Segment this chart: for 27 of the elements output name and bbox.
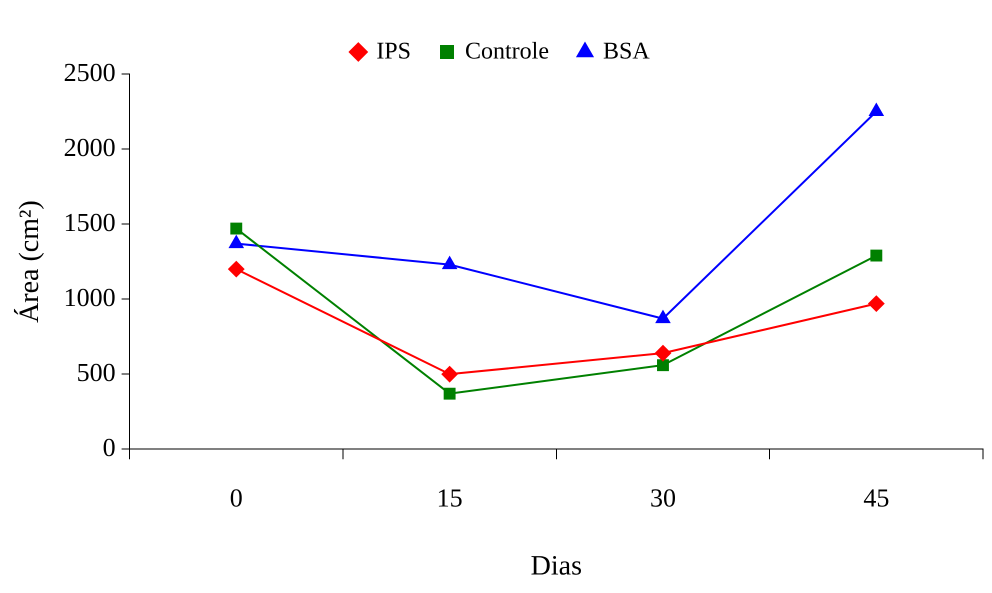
y-axis-title: Área (cm²) xyxy=(13,200,46,323)
point xyxy=(868,296,884,312)
point xyxy=(657,359,669,372)
point xyxy=(656,310,670,324)
y-tick-label: 500 xyxy=(76,358,116,387)
y-tick-label: 1000 xyxy=(64,282,116,312)
y-tick-label: 0 xyxy=(102,433,116,462)
x-tick-label: 45 xyxy=(863,484,890,513)
point xyxy=(442,366,458,382)
x-tick-label: 15 xyxy=(436,484,463,513)
point xyxy=(444,388,456,400)
x-tick-label: 30 xyxy=(650,484,676,513)
x-axis-title: Dias xyxy=(530,550,582,582)
y-tick-label: 1500 xyxy=(64,208,116,237)
point xyxy=(229,236,244,248)
y-tick-label: 2000 xyxy=(64,132,116,162)
point xyxy=(870,250,882,262)
point xyxy=(230,222,242,235)
point xyxy=(228,261,244,278)
point xyxy=(654,345,671,362)
point xyxy=(869,104,884,116)
point xyxy=(442,256,457,270)
legend-label: Controle xyxy=(465,38,550,64)
y-tick-label: 2500 xyxy=(64,58,116,87)
x-tick-label: 0 xyxy=(230,484,243,513)
legend-label: BSA xyxy=(602,38,650,64)
legend-label: IPS xyxy=(376,38,412,64)
